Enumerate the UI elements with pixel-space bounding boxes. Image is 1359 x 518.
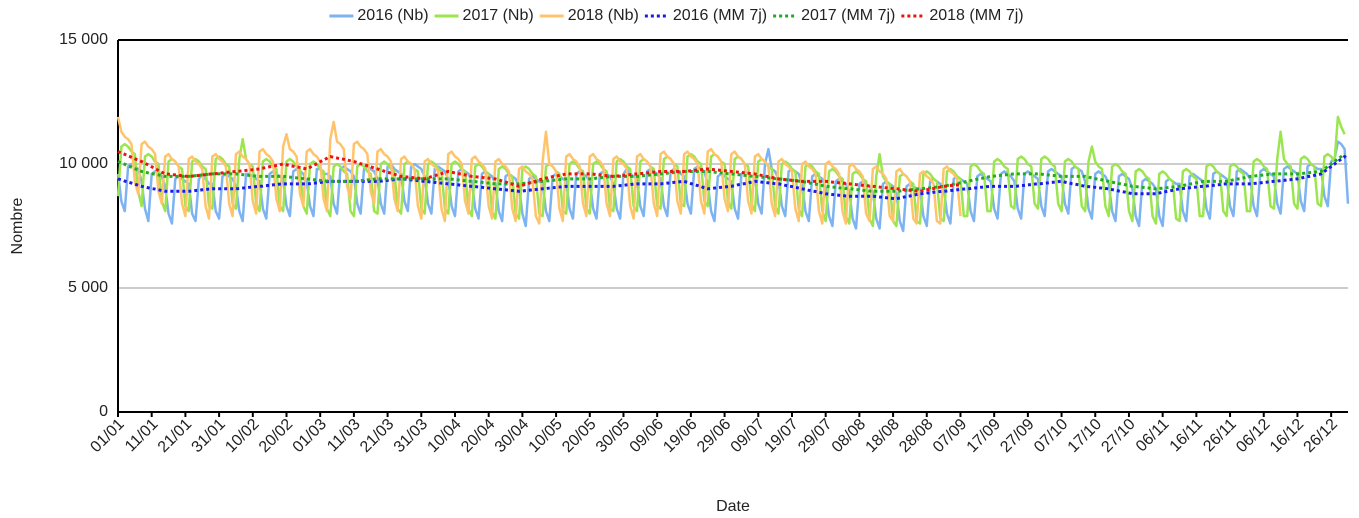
x-tick-label: 30/05 [593,416,633,456]
x-tick-label: 19/06 [660,416,700,456]
x-tick-label: 21/03 [357,416,397,456]
x-tick-label: 16/11 [1167,416,1207,456]
legend-item: 2016 (Nb) [329,7,429,24]
legend-label: 2016 (MM 7j) [673,7,767,24]
legend-label: 2018 (Nb) [568,7,639,24]
x-tick-label: 26/12 [1301,416,1341,456]
x-tick-label: 27/09 [997,416,1037,456]
legend-item: 2018 (MM 7j) [901,7,1024,24]
x-tick-label: 21/01 [155,416,195,456]
x-tick-label: 28/08 [896,416,936,456]
x-tick-label: 20/05 [559,416,599,456]
y-tick-label: 10 000 [59,155,108,172]
x-tick-label: 06/11 [1133,416,1173,456]
series-line [116,115,1346,228]
x-tick-label: 29/06 [694,416,734,456]
y-tick-label: 0 [99,403,108,420]
x-tick-label: 01/01 [87,416,127,456]
x-tick-label: 07/09 [930,416,970,456]
legend: 2016 (Nb) 2017 (Nb) 2018 (Nb) 2016 (MM 7j) 2… [329,7,1024,24]
y-tick-label: 5 000 [68,279,108,296]
x-tick-label: 09/07 [728,416,768,456]
x-tick-label: 10/02 [222,416,262,456]
legend-label: 2017 (Nb) [463,7,534,24]
x-tick-label: 20/04 [458,416,498,456]
x-tick-label: 11/01 [122,416,162,456]
legend-item: 2018 (Nb) [539,7,639,24]
series-line [117,155,1349,201]
x-tick-label: 01/03 [290,416,330,456]
x-tick-label: 31/03 [391,416,431,456]
x-tick-label: 31/01 [189,416,229,456]
x-tick-label: 17/10 [1065,416,1105,456]
legend-label: 2017 (MM 7j) [801,7,895,24]
x-tick-label: 26/11 [1200,416,1240,456]
series-line [117,150,961,193]
x-tick-label: 10/05 [526,416,566,456]
x-tick-label: 06/12 [1233,416,1273,456]
x-tick-label: 19/07 [761,416,801,456]
x-tick-label: 11/03 [324,416,364,456]
legend-label: 2016 (Nb) [357,7,428,24]
x-tick-label: 16/12 [1267,416,1307,456]
legend-item: 2017 (Nb) [434,7,534,24]
x-tick-label: 17/09 [964,416,1004,456]
x-tick-label: 29/07 [795,416,835,456]
legend-label: 2018 (MM 7j) [929,7,1023,24]
series-line [116,116,962,225]
x-tick-label: 27/10 [1098,416,1138,456]
x-tick-label: 07/10 [1031,416,1071,456]
x-tick-label: 09/06 [627,416,667,456]
y-axis-title: Nombre [9,197,26,254]
legend-item: 2016 (MM 7j) [644,7,767,24]
legend-item: 2017 (MM 7j) [773,7,895,24]
x-tick-label: 10/04 [424,416,464,456]
x-tick-label: 20/02 [256,416,296,456]
x-axis-title: Date [716,498,750,515]
x-tick-label: 18/08 [863,416,903,456]
x-tick-label: 30/04 [492,416,532,456]
x-tick-label: 08/08 [829,416,869,456]
y-tick-label: 15 000 [59,31,108,48]
